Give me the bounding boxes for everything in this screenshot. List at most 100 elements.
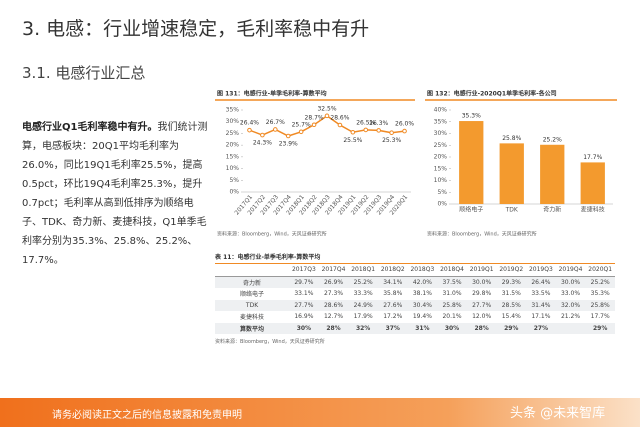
header-cell xyxy=(215,264,290,277)
cell: 27% xyxy=(526,322,556,334)
value-label: 17.7% xyxy=(583,154,602,161)
y-tick-label: 30% xyxy=(434,130,448,137)
title: 3. 电感：行业增速稳定，毛利率稳中有升 xyxy=(22,18,370,40)
cell: 34.1% xyxy=(377,276,408,288)
value-label: 28.6% xyxy=(330,114,349,121)
lead: 电感行业Q1毛利率稳中有升。 xyxy=(22,122,158,133)
cell: 28.5% xyxy=(496,299,527,311)
table-title: 表 11：电感行业-单季毛利率-算数平均 xyxy=(215,252,615,264)
cell: 31.4% xyxy=(526,299,556,311)
point xyxy=(363,127,369,133)
value-label: 25.3% xyxy=(382,137,401,144)
cell: 17.2% xyxy=(383,313,403,321)
table-row: 顺络电子 33.1% 27.3% 33.3% 35.8% 38.1% 31.0% 29.8% 3… xyxy=(215,288,615,300)
value-label: 25.2% xyxy=(543,136,562,143)
y-tick-label: 0% xyxy=(437,201,447,208)
cell: 15.4% xyxy=(501,313,521,321)
point xyxy=(376,128,381,133)
y-tick-label: 20% xyxy=(434,154,448,161)
header-cell: 2019Q1 xyxy=(466,264,497,277)
cell: 28% xyxy=(318,322,349,334)
chart-title: 图 131：电感行业-单季毛利率-算数平均 xyxy=(217,90,327,98)
value-label: 28.7% xyxy=(305,114,324,121)
point xyxy=(273,127,278,132)
cell: 17.7% xyxy=(590,313,610,321)
y-tick-label: 20% xyxy=(226,142,240,149)
x-tick-label: 麦捷科技 xyxy=(581,206,605,214)
value-label: 24.3% xyxy=(253,140,272,147)
chart-source: 资料来源：Bloomberg，Wind，天风证券研究所 xyxy=(217,231,327,238)
chart-source: 资料来源：Bloomberg，Wind，天风证券研究所 xyxy=(427,231,537,238)
header-cell: 2017Q3 xyxy=(289,264,319,277)
cell: 26.4% xyxy=(526,276,556,288)
row-label: 麦捷科技 xyxy=(240,314,265,322)
value-label: 26.0% xyxy=(395,121,414,128)
table-row: TDK 27.7% 28.6% 24.9% 27.6% 30.4% 25.8% 27.7% 28… xyxy=(215,299,615,311)
x-tick-label: 顺络电子 xyxy=(459,206,483,214)
cell: 35.3% xyxy=(590,290,610,298)
x-tick-label: TDK xyxy=(505,207,519,214)
cell: 25.8% xyxy=(437,299,467,311)
header-cell: 2019Q4 xyxy=(555,264,586,277)
point xyxy=(389,130,394,136)
cell: 12.0% xyxy=(472,313,492,321)
header-cell: 2018Q2 xyxy=(377,264,408,277)
point xyxy=(260,132,265,138)
footer: 请务必阅读正文之后的信息披露和免责申明 头条 @未来智库 xyxy=(0,398,640,427)
cell: 38.1% xyxy=(412,290,432,298)
y-tick-label: 15% xyxy=(434,165,448,172)
cell: 27.3% xyxy=(323,290,344,298)
table-row: 算数平均 30% 28% 32% 37% 31% 30% 28% 29% 27% 29% xyxy=(215,322,615,334)
point xyxy=(285,133,291,139)
cell: 37.5% xyxy=(437,276,467,288)
cell: 33.3% xyxy=(353,290,373,298)
header-cell: 2017Q4 xyxy=(318,264,349,277)
value-label: 26.4% xyxy=(240,120,259,127)
chart-title: 图 132：电感行业-2020Q1单季毛利率-各公司 xyxy=(427,90,557,98)
header-cell: 2019Q2 xyxy=(496,264,527,277)
point xyxy=(350,129,356,135)
cell: 29.8% xyxy=(472,290,492,298)
cell: 32.0% xyxy=(555,299,586,311)
cell: 28.6% xyxy=(318,299,349,311)
cell: 12.7% xyxy=(323,313,344,321)
value-label: 25.8% xyxy=(502,135,521,142)
y-tick-label: 25% xyxy=(434,142,448,149)
bar xyxy=(580,162,605,204)
value-label: 35.3% xyxy=(462,113,481,120)
cell: 30.4% xyxy=(407,299,438,311)
cell: 33.0% xyxy=(560,290,581,298)
y-tick-label: 0% xyxy=(229,189,239,196)
cell: 33.1% xyxy=(294,290,314,298)
cell: 31.0% xyxy=(442,290,462,298)
cell: 19.4% xyxy=(412,313,432,321)
cell: 25.2% xyxy=(585,276,615,288)
paragraph: 电感行业Q1毛利率稳中有升。我们统计测算，电感板块：20Q1平均毛利率为26.0… xyxy=(22,118,208,270)
cell: 35.8% xyxy=(383,290,403,298)
cell: 32% xyxy=(348,322,378,334)
cell: 17.9% xyxy=(353,313,373,321)
value-label: 26.3% xyxy=(369,120,388,127)
value-label: 23.9% xyxy=(279,141,298,148)
table-block: 表 11：电感行业-单季毛利率-算数平均 2017Q3 2017Q4 2018Q1 2… xyxy=(215,252,615,345)
cell: 30% xyxy=(289,322,319,334)
text: 我们统计测算，电感板块：20Q1平均毛利率为26.0%，同比19Q1毛利率25.… xyxy=(22,122,208,266)
bar xyxy=(499,143,524,204)
watermark: 头条 @未来智库 xyxy=(510,406,606,421)
header-cell: 2018Q3 xyxy=(407,264,438,277)
header-cell: 2019Q3 xyxy=(526,264,556,277)
cell: 31% xyxy=(407,322,438,334)
cell: 27.6% xyxy=(377,299,408,311)
row-label: TDK xyxy=(215,299,290,311)
header-row: 2017Q3 2017Q4 2018Q1 2018Q2 2018Q3 2018Q4 2019… xyxy=(215,264,615,277)
cell: 27.7% xyxy=(289,299,319,311)
cell: 20.1% xyxy=(442,313,462,321)
row-label: 奇力新 xyxy=(215,276,290,288)
cell: 21.2% xyxy=(560,313,581,321)
cell: 25.2% xyxy=(348,276,378,288)
cell: 27.7% xyxy=(466,299,497,311)
y-tick-label: 5% xyxy=(437,189,447,196)
y-tick-label: 25% xyxy=(226,130,240,137)
point xyxy=(311,122,317,128)
